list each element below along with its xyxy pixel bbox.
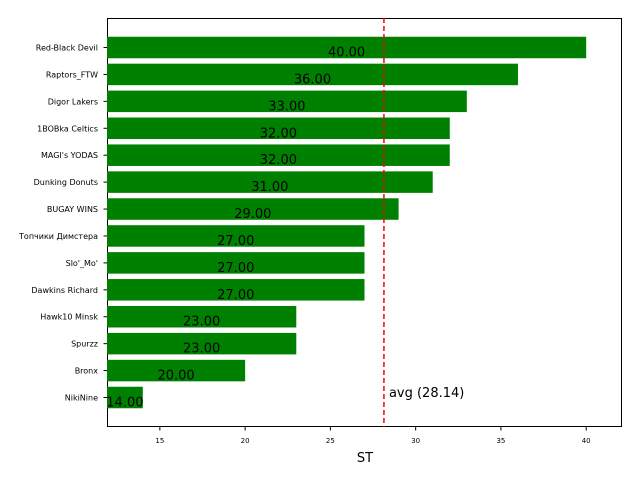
bar	[107, 144, 450, 166]
plot-frame	[107, 18, 622, 427]
bar	[107, 252, 365, 274]
data-label: 27.00	[217, 234, 254, 249]
category-label: NikiNine	[65, 394, 98, 403]
data-label: 23.00	[183, 315, 220, 330]
data-label: 32.00	[260, 126, 297, 141]
category-label: BUGAY WINS	[47, 205, 98, 214]
bar	[107, 359, 246, 382]
x-tick-label: 35	[496, 437, 505, 445]
category-labels: Red-Black Devil Raptors_FTW Digor Lakers 1B…	[18, 44, 98, 403]
data-labels: 40.00 36.00 33.00 32.00 32.00 31.00 29.00 27.00…	[106, 46, 365, 411]
bar	[107, 117, 450, 140]
category-label: Bronx	[75, 367, 99, 376]
x-axis-title: ST	[357, 451, 373, 466]
data-label: 27.00	[217, 261, 254, 276]
data-label: 40.00	[328, 46, 365, 61]
category-label: MAGI's YODAS	[41, 151, 98, 160]
data-label: 27.00	[217, 288, 254, 303]
bar	[107, 305, 297, 328]
data-label: 32.00	[260, 153, 297, 168]
category-label: Slo'_Mo'	[66, 259, 98, 268]
category-label: Raptors_FTW	[46, 70, 98, 79]
x-ticks: 15 20 25 30 35 40	[103, 47, 591, 445]
bars-group	[107, 36, 587, 409]
bar	[107, 225, 365, 247]
bar	[107, 332, 297, 355]
category-label: Топчики Димстера	[18, 232, 98, 241]
data-label: 31.00	[251, 180, 288, 195]
x-tick-label: 40	[582, 437, 591, 445]
category-label: Hawk10 Minsk	[40, 313, 98, 322]
x-tick-label: 15	[155, 437, 164, 445]
category-label: Dawkins Richard	[31, 286, 98, 295]
x-tick-label: 25	[326, 437, 335, 445]
bar	[107, 198, 399, 220]
category-label: Digor Lakers	[48, 97, 98, 106]
data-label: 14.00	[106, 396, 143, 411]
bar	[107, 36, 587, 59]
category-label: Red-Black Devil	[36, 44, 98, 53]
category-label: 1BOBka Celtics	[37, 124, 98, 133]
bar	[107, 90, 467, 113]
data-label: 23.00	[183, 342, 220, 357]
bar	[107, 171, 433, 193]
x-tick-label: 30	[411, 437, 420, 445]
bar	[107, 279, 365, 301]
data-label: 36.00	[294, 72, 331, 87]
x-tick-label: 20	[241, 437, 250, 445]
average-label: avg (28.14)	[389, 386, 464, 401]
data-label: 29.00	[234, 207, 271, 222]
category-label: Dunking Donuts	[34, 178, 98, 187]
bar	[107, 386, 143, 409]
bar	[107, 63, 518, 86]
category-label: Spurzz	[71, 340, 98, 349]
data-label: 20.00	[157, 369, 194, 384]
data-label: 33.00	[268, 99, 305, 114]
